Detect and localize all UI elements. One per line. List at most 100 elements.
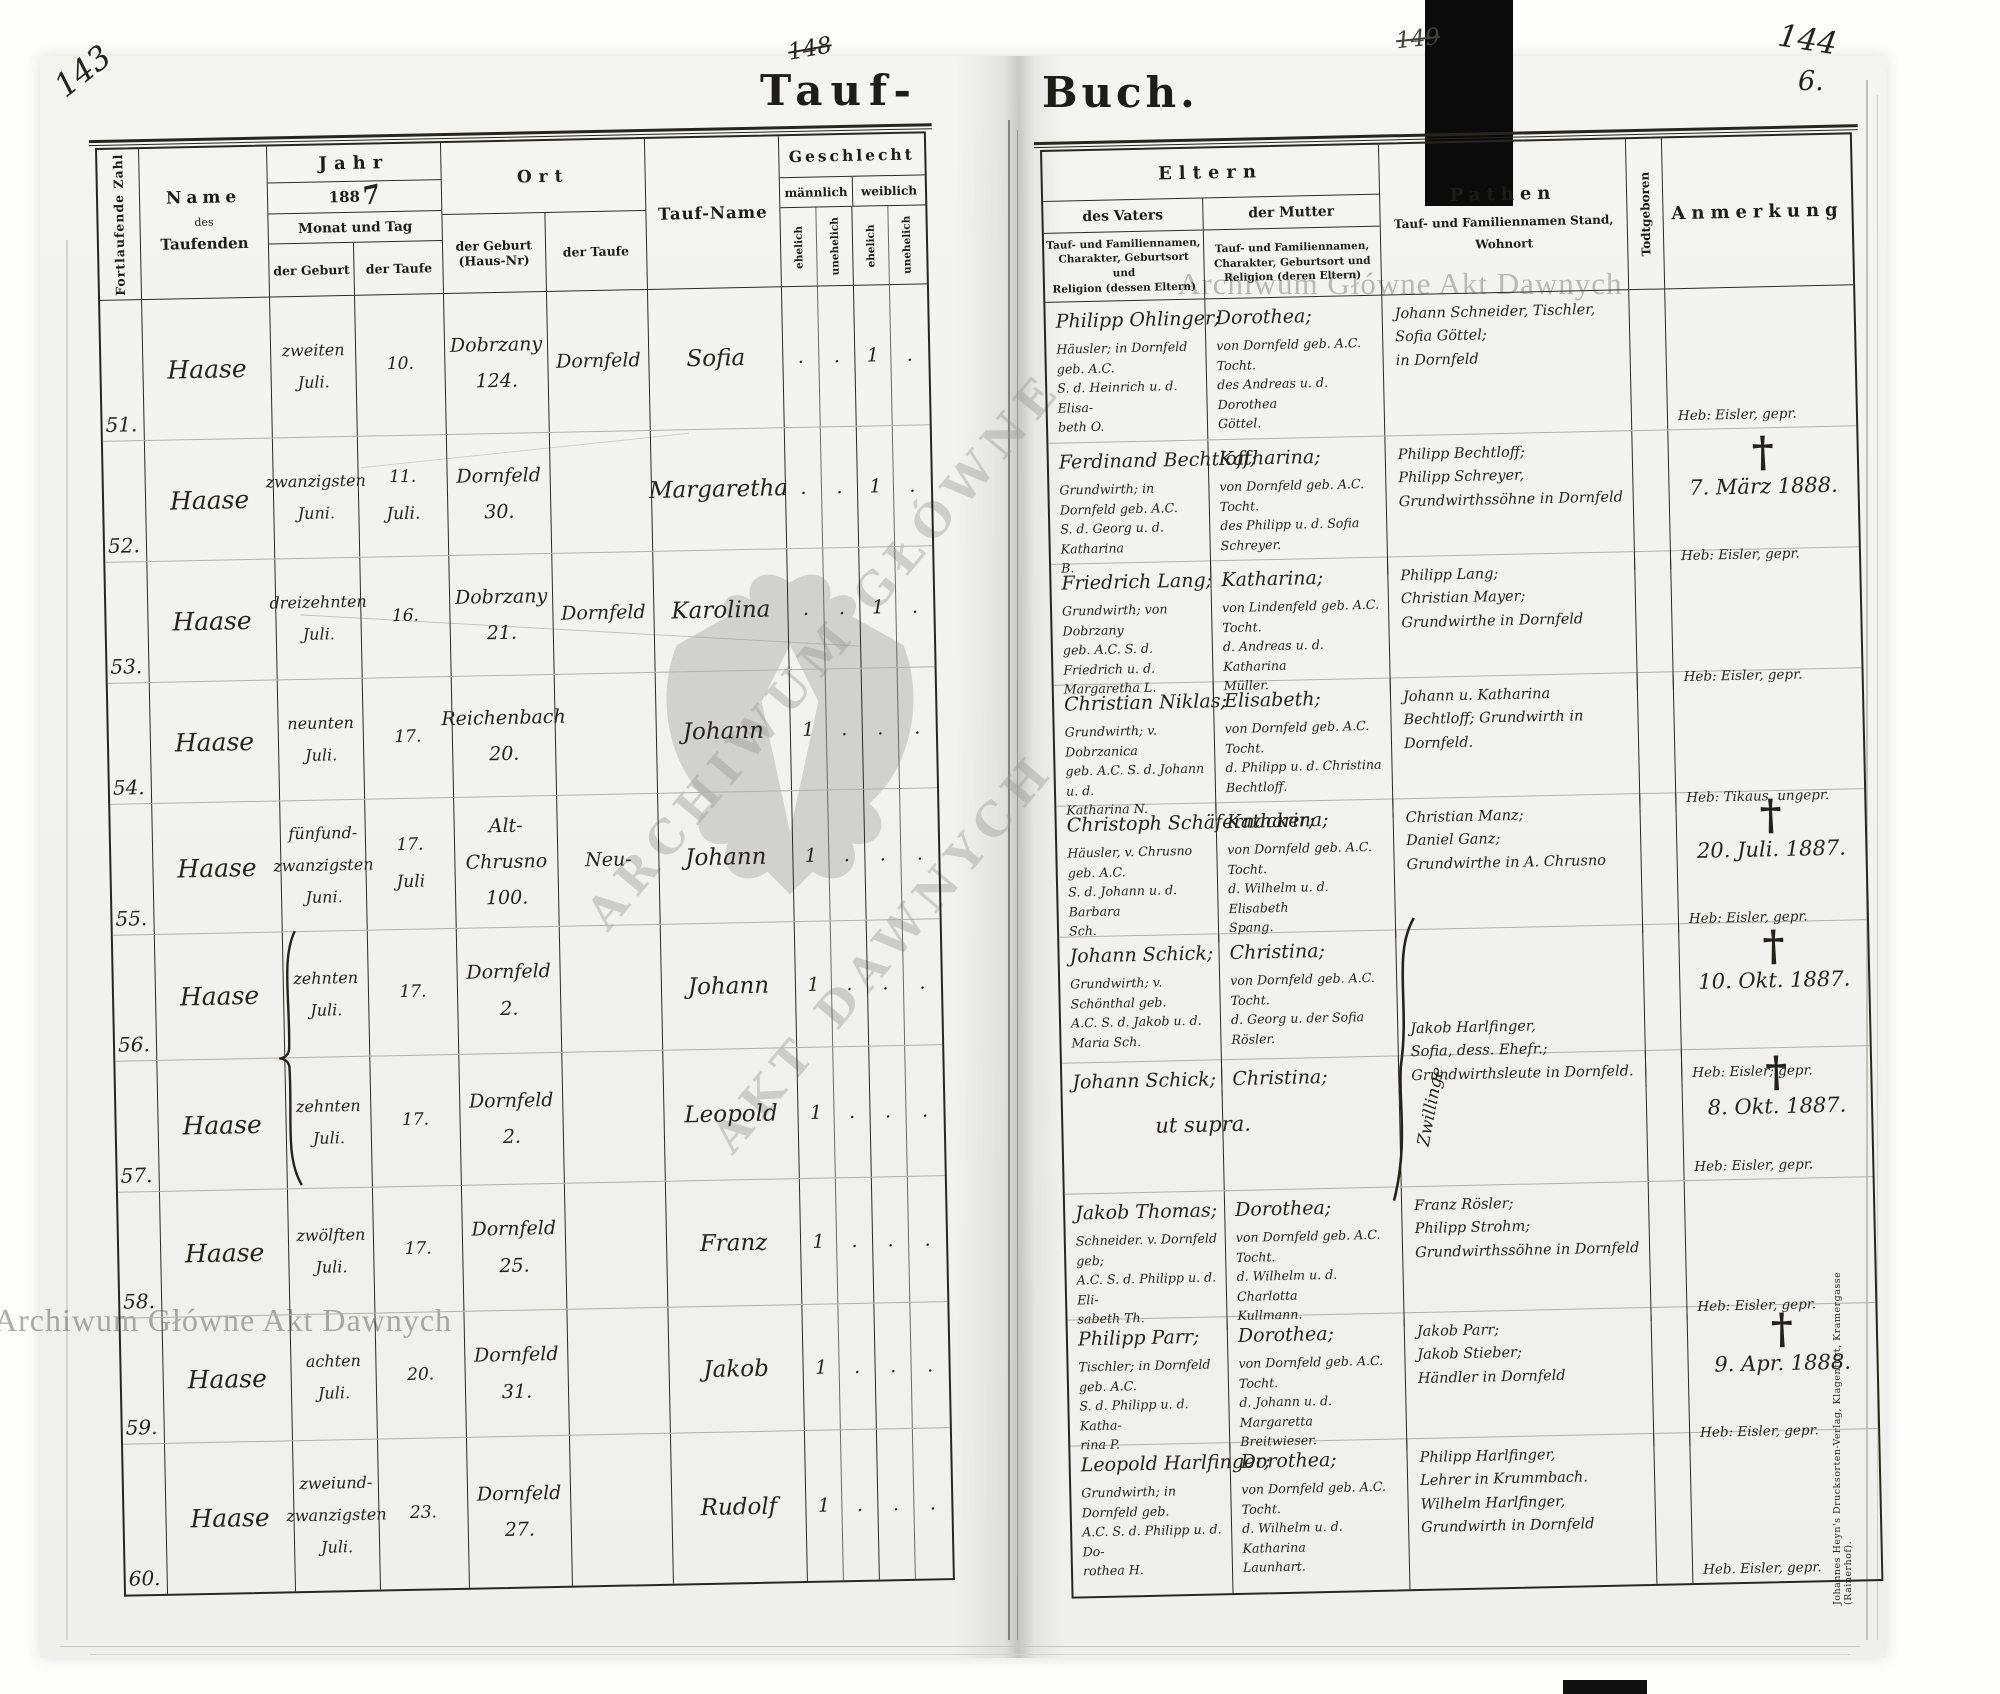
- cell-baptismal-name: Sofia: [647, 287, 785, 430]
- cell-baptismal-name: Margaretha: [649, 428, 788, 551]
- death-note: 10. Okt. 1887.: [1679, 922, 1868, 994]
- cell-baptismal-name: Franz: [665, 1179, 803, 1307]
- death-note: 20. Juli. 1887.: [1676, 791, 1865, 863]
- taufenden-label: Taufenden: [160, 233, 249, 254]
- cell-stillborn: [1648, 1181, 1688, 1321]
- ort-geburt-label: der Geburt (Haus-Nr): [442, 212, 547, 294]
- cell-birth-date: zwanzigsten Juni.: [265, 436, 366, 559]
- cell-female-legitimate: 1: [853, 285, 893, 426]
- cell-male-illegitimate: .: [835, 1177, 875, 1304]
- page-title-buch: Buch.: [1042, 68, 1199, 117]
- maennlich-label: männlich: [779, 176, 854, 208]
- taufe-date-label: der Taufe: [365, 259, 433, 277]
- cell-mother: Dorothea; von Dornfeld geb. A.C. Tocht. …: [1230, 1439, 1411, 1594]
- cell-birth-date: dreizehnten Juli.: [269, 557, 367, 680]
- column-header-name: Name des Taufenden: [139, 146, 271, 300]
- ort-geburt-line2: (Haus-Nr): [458, 252, 530, 269]
- row-number: 55.: [115, 906, 148, 931]
- cell-female-illegitimate: .: [906, 343, 914, 366]
- cell-baptism-place: Neu-: [557, 793, 661, 926]
- column-header-taufname: Tauf-Name: [644, 136, 782, 289]
- twin-flourish-brace: [1392, 917, 1415, 1201]
- cell-godparents: Jakob Parr; Jakob Stieber; Händler in Do…: [1404, 1307, 1655, 1452]
- cell-stillborn: [1634, 551, 1674, 691]
- cell-female-illegitimate: .: [909, 474, 916, 497]
- row-number: 52.: [107, 533, 141, 558]
- cell-baptismal-name: Johann: [660, 922, 798, 1050]
- cell-male-legitimate: 1: [802, 1304, 841, 1431]
- geschlecht-groups: männlich weiblich: [779, 175, 926, 209]
- des-vaters-label: des Vaters: [1043, 198, 1203, 234]
- cell-father: Jakob Thomas; Schneider. v. Dornfeld geb…: [1064, 1191, 1228, 1334]
- table-row: Christian Niklas; Grundwirth; v. Dobrzan…: [1053, 668, 1865, 825]
- mother-name: Dorothea;: [1240, 1448, 1337, 1473]
- archive-watermark-text: Archiwum Główne Akt Dawnych: [0, 1302, 453, 1338]
- cell-surname: Haase: [157, 1058, 288, 1191]
- cell-male-legitimate: 1: [792, 790, 831, 922]
- father-details: Tischler; in Dornfeld geb. A.C. S. d. Ph…: [1078, 1356, 1211, 1453]
- cell-baptism-date: 17.: [370, 1054, 462, 1187]
- cell-running-number: 52.: [102, 441, 148, 562]
- cell-baptismal-name: Johann: [655, 670, 793, 793]
- weiblich-label: weiblich: [860, 183, 918, 199]
- der-mutter-label: der Mutter: [1202, 194, 1380, 231]
- column-header-pathen: Pathen Tauf- und Familiennamen Stand, Wo…: [1378, 139, 1630, 295]
- unehelich-label: unehelich: [900, 215, 914, 274]
- jahr-label: Jahr: [267, 143, 441, 184]
- page-edge: [60, 1646, 1860, 1647]
- table-row: 54. Haase neunten Juli. 17. Reichenbach …: [107, 667, 938, 805]
- table-row: Philipp Parr; Tischler; in Dornfeld geb.…: [1067, 1303, 1879, 1460]
- cell-female-legitimate: .: [866, 919, 906, 1046]
- cell-baptism-place: [554, 672, 659, 795]
- cell-birth-date: achten Juli.: [290, 1313, 378, 1441]
- cell-baptism-place: [567, 1307, 671, 1435]
- cell-birth-date: fünfund- zwanzigsten Juni.: [273, 799, 374, 932]
- row-number: 58.: [122, 1289, 156, 1314]
- row-number: 53.: [110, 654, 143, 679]
- vater-subtext: Tauf- und Familiennamen, Charakter, Gebu…: [1046, 236, 1201, 296]
- cell-running-number: 51.: [100, 300, 145, 441]
- cell-female-legitimate: .: [876, 1428, 916, 1580]
- cell-running-number: 54.: [107, 683, 153, 804]
- column-header-todtgeboren: Todtgeboren: [1625, 138, 1666, 290]
- column-header-geschlecht: Geschlecht männlich weiblich ehelich une…: [778, 133, 927, 287]
- page-edge: [66, 240, 68, 1640]
- cell-baptism-place: [559, 924, 664, 1052]
- cell-godparents: Philipp Harlfinger, Lehrer in Krummbach.…: [1407, 1433, 1658, 1590]
- father-name: Philipp Parr;: [1077, 1325, 1200, 1351]
- cell-male-legitimate: 1: [797, 1047, 836, 1179]
- cell-female-illegitimate: .: [921, 1099, 929, 1122]
- death-date: 9. Apr. 1888.: [1714, 1349, 1852, 1377]
- film-marker: [1563, 1680, 1647, 1694]
- cell-baptism-place: [564, 1181, 669, 1309]
- cell-male-legitimate: 1: [804, 1430, 844, 1581]
- column-header-eltern: Eltern des Vaters Tauf- und Familienname…: [1042, 144, 1383, 302]
- cell-running-number: 53.: [105, 562, 150, 683]
- cell-birth-date: zwölften Juli.: [287, 1187, 376, 1315]
- cell-birth-place: Dornfeld 2.: [459, 1052, 565, 1185]
- monat-und-tag-label: Monat und Tag: [268, 211, 442, 245]
- cell-male-illegitimate: .: [840, 1429, 880, 1581]
- cell-female-legitimate: .: [871, 1176, 911, 1303]
- book-spread: [40, 56, 1886, 1658]
- cell-stillborn: [1640, 793, 1680, 933]
- ort-subcolumns: der Geburt (Haus-Nr) der Taufe: [442, 211, 647, 294]
- cell-baptismal-name: Karolina: [653, 549, 790, 672]
- table-row: Ferdinand Bechtloff; Grundwirth; in Dorn…: [1048, 426, 1859, 583]
- father-name: Philipp Ohlinger;: [1055, 307, 1221, 333]
- pathen-label: Pathen: [1449, 182, 1557, 206]
- cell-birth-place: Alt- Chrusno 100.: [454, 795, 560, 928]
- cell-male-illegitimate: .: [838, 1303, 877, 1430]
- cell-mother: Katharina; von Dornfeld geb. A.C. Tocht.…: [1216, 799, 1397, 942]
- father-details: Häusler; in Dornfeld geb. A.C. S. d. Hei…: [1056, 338, 1188, 435]
- cell-baptism-place: [549, 430, 654, 553]
- eltern-subcolumns: des Vaters Tauf- und Familiennamen, Char…: [1043, 194, 1381, 302]
- cell-running-number: 59.: [120, 1317, 166, 1444]
- ehelich-label: ehelich: [852, 206, 890, 285]
- cell-male-illegitimate: .: [817, 285, 857, 427]
- ehelich-label: ehelich: [780, 207, 818, 287]
- cell-birth-place: Dornfeld 30.: [446, 432, 553, 555]
- row-number: 57.: [120, 1163, 153, 1188]
- cell-mother: Dorothea; von Dornfeld geb. A.C. Tocht. …: [1205, 295, 1386, 440]
